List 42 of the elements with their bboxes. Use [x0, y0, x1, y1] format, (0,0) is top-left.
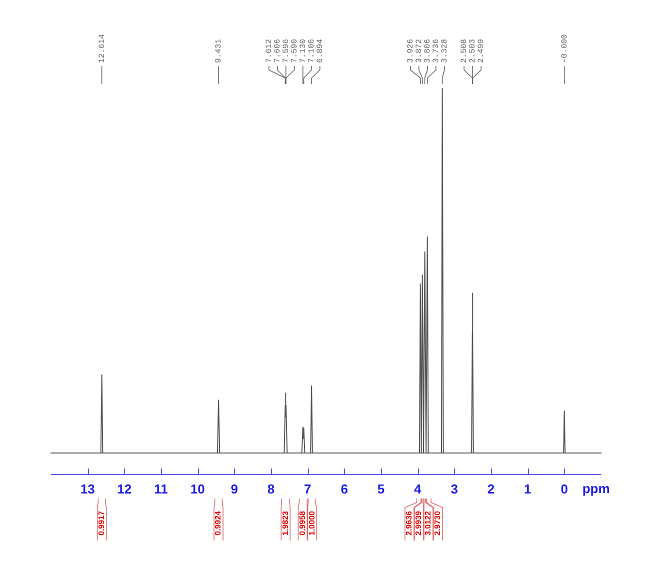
text: 7.606 [274, 38, 283, 63]
x-tick-label: 1 [524, 481, 532, 496]
x-tick-label: 11 [154, 481, 168, 496]
text: 3.328 [440, 38, 450, 63]
x-tick-label: 3 [450, 481, 458, 496]
text: 2.499 [477, 38, 486, 63]
text: 1.0000 [307, 510, 316, 536]
x-tick-label: 2 [487, 481, 495, 496]
text: 3.736 [432, 38, 442, 63]
text: 2.9636 [404, 510, 414, 536]
text: 7.596 [282, 38, 292, 63]
text: 3.0122 [424, 510, 433, 536]
text: 1.9823 [280, 510, 290, 536]
x-tick-label: 0 [560, 481, 568, 496]
x-tick-label: 7 [304, 481, 312, 496]
x-tick-label: 6 [340, 481, 348, 496]
text: 3.806 [424, 38, 433, 63]
x-axis-title: ppm [582, 481, 610, 496]
text: -0.000 [560, 34, 570, 63]
text: 3.926 [406, 38, 416, 63]
x-tick-label: 12 [117, 481, 132, 496]
text: 2.508 [460, 38, 470, 63]
x-tick-label: 10 [190, 481, 205, 496]
x-tick-label: 8 [267, 481, 275, 496]
text: 6.894 [316, 38, 326, 63]
text: 0.9924 [214, 510, 223, 536]
text: 0.9917 [97, 510, 106, 536]
text: 12.614 [98, 34, 107, 63]
text: 2.9730 [433, 510, 442, 536]
x-tick-label: 9 [230, 481, 238, 496]
text: 9.431 [214, 38, 224, 63]
text: 3.872 [415, 38, 424, 63]
x-tick-label: 5 [377, 481, 385, 496]
text: 2.9939 [414, 510, 424, 536]
text: 7.106 [308, 38, 317, 63]
text: 7.612 [265, 38, 274, 63]
text: 7.130 [299, 38, 308, 63]
x-tick-label: 13 [80, 481, 95, 496]
text: 2.503 [468, 38, 478, 63]
text: 0.9958 [298, 510, 307, 536]
x-tick-label: 4 [414, 481, 422, 496]
text: 7.590 [290, 38, 300, 63]
